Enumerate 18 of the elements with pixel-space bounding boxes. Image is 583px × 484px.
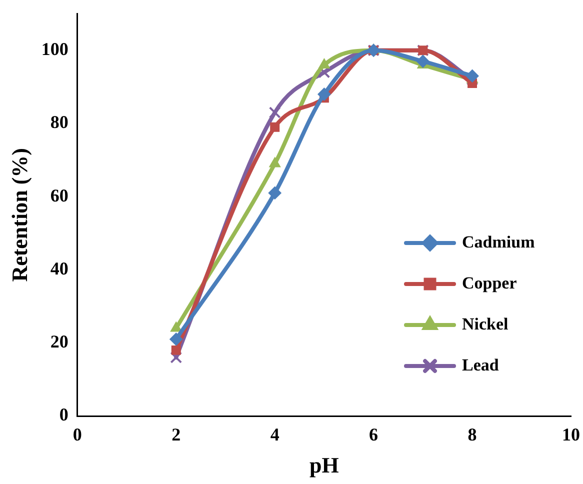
x-tick-label: 10: [562, 424, 580, 444]
legend-label: Nickel: [462, 314, 509, 334]
y-tick-label: 20: [50, 332, 68, 352]
y-tick-label: 0: [59, 404, 68, 425]
x-axis-title: pH: [310, 452, 339, 478]
x-tick-label: 4: [270, 424, 280, 444]
x-tick-label: 8: [468, 424, 477, 444]
x-tick-label: 0: [72, 424, 82, 444]
y-tick-label: 100: [41, 39, 68, 60]
y-tick-label: 80: [50, 112, 68, 132]
legend-label: Cadmium: [462, 232, 535, 252]
y-tick-label: 60: [50, 185, 68, 206]
y-tick-label: 40: [50, 258, 68, 278]
x-tick-label: 2: [172, 424, 181, 444]
legend-label: Copper: [462, 273, 518, 292]
y-axis-title: Retention (%): [6, 148, 32, 282]
x-tick-label: 6: [369, 424, 378, 444]
legend-label: Lead: [462, 355, 500, 374]
